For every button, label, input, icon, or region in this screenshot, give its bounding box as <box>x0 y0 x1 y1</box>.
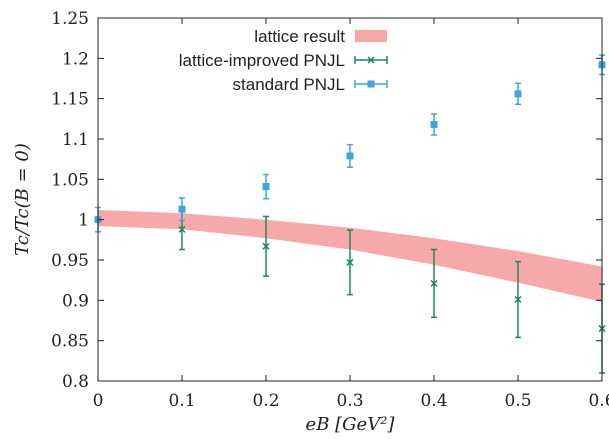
legend-label: lattice-improved PNJL <box>179 51 345 70</box>
cross-marker <box>430 279 438 287</box>
pnjl-standard-point <box>178 197 186 222</box>
legend-label: standard PNJL <box>233 75 345 94</box>
y-tick-label: 0.95 <box>51 251 89 271</box>
y-axis-label: Tc/Tc(B = 0) <box>12 143 33 256</box>
x-tick-label: 0.4 <box>420 391 447 411</box>
x-tick-label: 0.1 <box>168 391 195 411</box>
pnjl-improved-point <box>262 215 270 277</box>
square-marker <box>430 120 438 128</box>
legend-entry: lattice result <box>254 27 387 46</box>
pnjl-improved-point <box>514 260 522 339</box>
cross-marker <box>178 225 186 233</box>
y-tick-label: 0.8 <box>62 372 89 392</box>
pnjl-standard-point <box>514 82 522 106</box>
x-tick-label: 0.5 <box>504 391 531 411</box>
y-tick-label: 1 <box>78 211 89 231</box>
x-tick-label: 0.3 <box>336 391 363 411</box>
plot-frame <box>97 17 603 382</box>
y-tick-label: 0.9 <box>62 291 89 311</box>
axis-labels: eB [GeV²] Tc/Tc(B = 0) <box>12 143 395 435</box>
legend-entry: standard PNJL <box>233 75 388 94</box>
y-tick-label: 1.2 <box>62 49 89 69</box>
axes: 0 0.1 0.2 0.3 0.4 0.5 0.6 0.8 0.85 0.9 0.95 1 1.05 1.… <box>51 9 609 411</box>
lattice-band <box>98 210 602 302</box>
legend-square-marker <box>367 80 375 88</box>
square-marker <box>514 90 522 98</box>
y-tick-label: 0.85 <box>51 332 89 352</box>
pnjl-standard-point <box>262 173 270 200</box>
pnjl-standard-point <box>346 143 354 168</box>
x-tick-label: 0.2 <box>252 391 279 411</box>
pnjl-improved-point <box>430 248 438 319</box>
y-tick-label: 1.1 <box>62 130 89 150</box>
x-tick-label: 0.6 <box>588 391 609 411</box>
square-marker <box>178 205 186 213</box>
y-tick-label: 1.25 <box>51 9 89 29</box>
x-axis-label: eB [GeV²] <box>306 414 396 435</box>
y-tick-label: 1.05 <box>51 170 89 190</box>
square-marker <box>346 152 354 160</box>
legend-entry: lattice-improved PNJL <box>179 51 388 70</box>
cross-marker <box>262 242 270 250</box>
legend-label: lattice result <box>254 27 345 46</box>
cross-marker <box>514 295 522 304</box>
x-tick-label: 0 <box>93 391 104 411</box>
cross-marker <box>346 258 354 266</box>
square-marker <box>262 183 270 191</box>
legend-swatch-band <box>355 30 387 42</box>
pnjl-standard-point <box>430 113 438 136</box>
plot-area <box>94 54 606 374</box>
pnjl-improved-point <box>346 229 354 296</box>
legend-cross-marker <box>367 56 375 64</box>
legend: lattice result lattice-improved PNJL stand… <box>179 27 388 94</box>
y-tick-label: 1.15 <box>51 90 89 110</box>
